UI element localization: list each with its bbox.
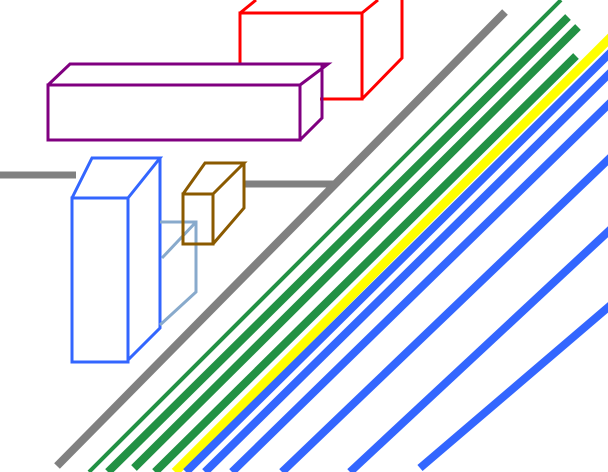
lane-line-blue — [183, 49, 608, 472]
lane-line-green — [152, 53, 579, 472]
bounding-box-lightblue — [158, 220, 198, 327]
bounding-box-brown — [181, 161, 248, 246]
road-edge-diagonal — [54, 9, 508, 469]
lane-line-green — [131, 24, 581, 471]
lane-line-blue — [417, 302, 608, 472]
bounding-box-red — [238, 0, 404, 101]
lane-line-blue — [229, 99, 608, 472]
lane-line-green — [105, 14, 571, 472]
lane-line-blue — [279, 154, 608, 472]
lane-line-green — [87, 0, 563, 472]
bounding-box-blue — [70, 156, 164, 364]
lane-line-blue — [347, 226, 608, 472]
bounding-box-purple — [46, 62, 333, 142]
lane-line-yellow — [171, 33, 608, 472]
lane-line-blue — [202, 69, 608, 472]
